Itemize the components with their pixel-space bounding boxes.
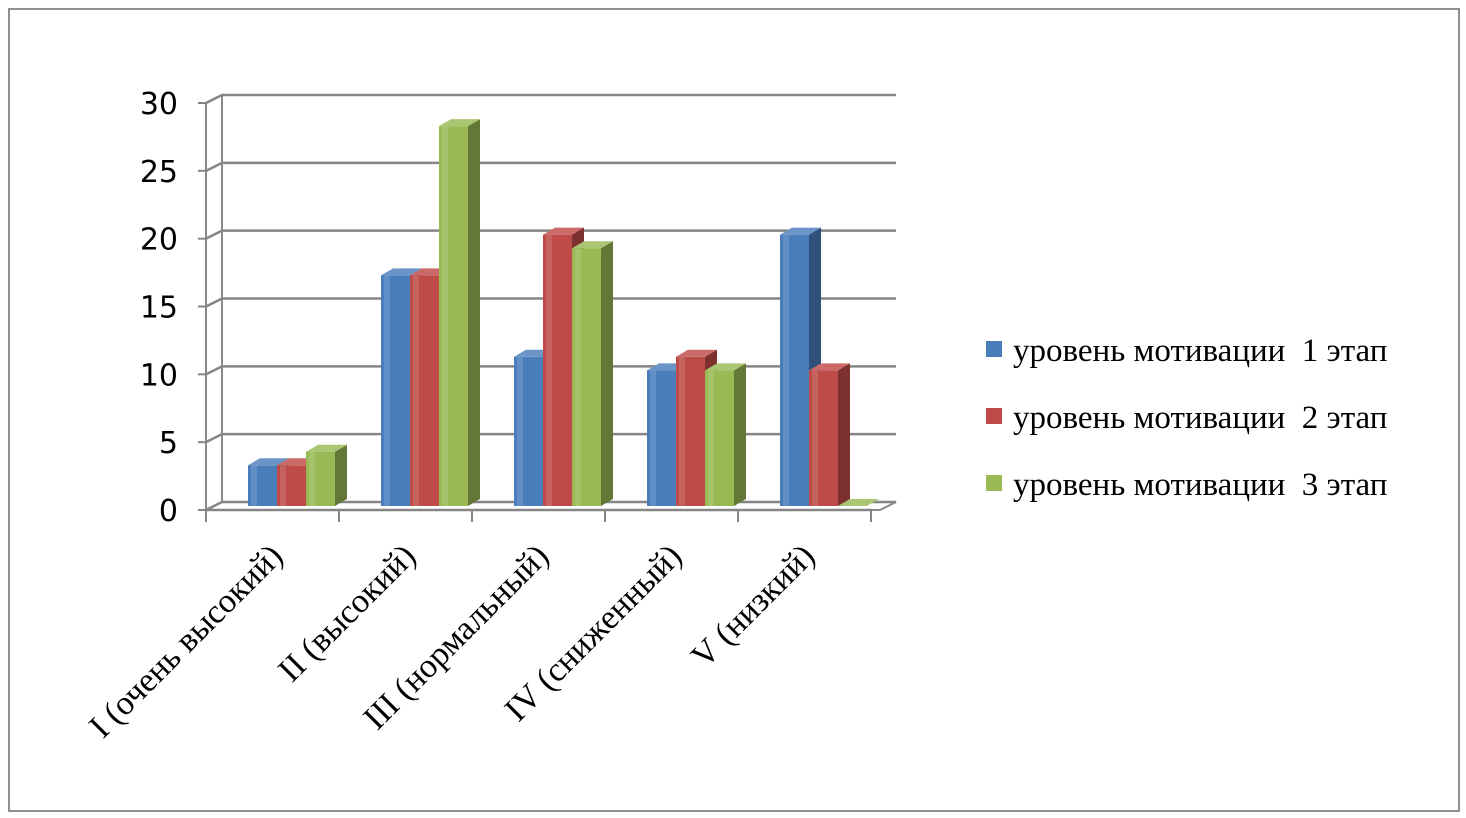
bar-side bbox=[734, 363, 746, 506]
bar-side bbox=[468, 119, 480, 506]
legend-swatch bbox=[986, 475, 1002, 491]
gridline bbox=[205, 161, 896, 172]
y-tick-label: 30 bbox=[140, 87, 178, 122]
bar-highlight bbox=[442, 126, 448, 506]
bar bbox=[572, 241, 613, 506]
bar bbox=[306, 444, 347, 506]
bar-highlight bbox=[546, 234, 552, 506]
x-tick-label: V (низкий) bbox=[684, 537, 822, 675]
bar-highlight bbox=[783, 234, 789, 506]
bar-top bbox=[381, 268, 422, 276]
legend-label: уровень мотивации 2 этап bbox=[1013, 400, 1387, 436]
y-tick-label: 10 bbox=[140, 358, 178, 393]
legend-label: уровень мотивации 3 этап bbox=[1013, 467, 1387, 503]
bar bbox=[809, 363, 850, 506]
chart-frame: 0 5 10 15 20 25 30 I (очень высокий) II (высоки… bbox=[8, 8, 1460, 812]
bar-side bbox=[838, 363, 850, 506]
y-tick-label: 15 bbox=[140, 291, 178, 326]
bar-highlight bbox=[384, 275, 390, 506]
y-axis-ticks: 0 5 10 15 20 25 30 bbox=[140, 87, 206, 529]
y-tick-label: 25 bbox=[140, 155, 178, 190]
y-tick-label: 0 bbox=[159, 494, 178, 529]
gridline bbox=[205, 297, 896, 308]
bar-top bbox=[543, 227, 584, 235]
bar-highlight bbox=[251, 465, 257, 506]
bar-highlight bbox=[309, 451, 315, 506]
bar-highlight bbox=[812, 370, 818, 506]
legend: уровень мотивации 1 этап уровень мотиваци… bbox=[986, 333, 1387, 503]
bar-highlight bbox=[413, 275, 419, 506]
bar-highlight bbox=[575, 248, 581, 506]
legend-swatch bbox=[986, 408, 1002, 424]
legend-item: уровень мотивации 3 этап bbox=[986, 467, 1387, 503]
bar-highlight bbox=[679, 356, 685, 506]
bar-highlight bbox=[280, 465, 286, 506]
legend-item: уровень мотивации 1 этап bbox=[986, 333, 1387, 369]
bar bbox=[439, 119, 480, 506]
bar-top bbox=[306, 444, 347, 452]
y-tick-label: 5 bbox=[159, 426, 178, 461]
bar-side bbox=[601, 241, 613, 506]
gridline bbox=[205, 229, 896, 240]
y-tick-label: 20 bbox=[140, 223, 178, 258]
x-tick-label: I (очень высокий) bbox=[82, 537, 290, 745]
bar-top bbox=[439, 119, 480, 127]
bar bbox=[838, 499, 879, 506]
legend-swatch bbox=[986, 341, 1002, 357]
legend-label: уровень мотивации 1 этап bbox=[1013, 333, 1387, 369]
x-axis bbox=[205, 508, 872, 522]
bar bbox=[705, 363, 746, 506]
bar-top bbox=[838, 499, 879, 506]
bar-highlight bbox=[708, 370, 714, 506]
bar-top bbox=[572, 241, 613, 249]
x-axis-labels: I (очень высокий)II (высокий)III (нормал… bbox=[82, 537, 822, 745]
gridline bbox=[205, 93, 896, 105]
bar-top bbox=[705, 363, 746, 371]
bar-top bbox=[248, 458, 289, 466]
bar-chart: 0 5 10 15 20 25 30 I (очень высокий)II (высоки… bbox=[82, 87, 1387, 745]
bar-top bbox=[780, 227, 821, 235]
bar-side bbox=[335, 444, 347, 506]
bars bbox=[248, 119, 879, 506]
legend-item: уровень мотивации 2 этап bbox=[986, 400, 1387, 436]
bar-top bbox=[676, 349, 717, 357]
bar-highlight bbox=[517, 356, 523, 506]
bar-highlight bbox=[650, 370, 656, 506]
bar-top bbox=[809, 363, 850, 371]
